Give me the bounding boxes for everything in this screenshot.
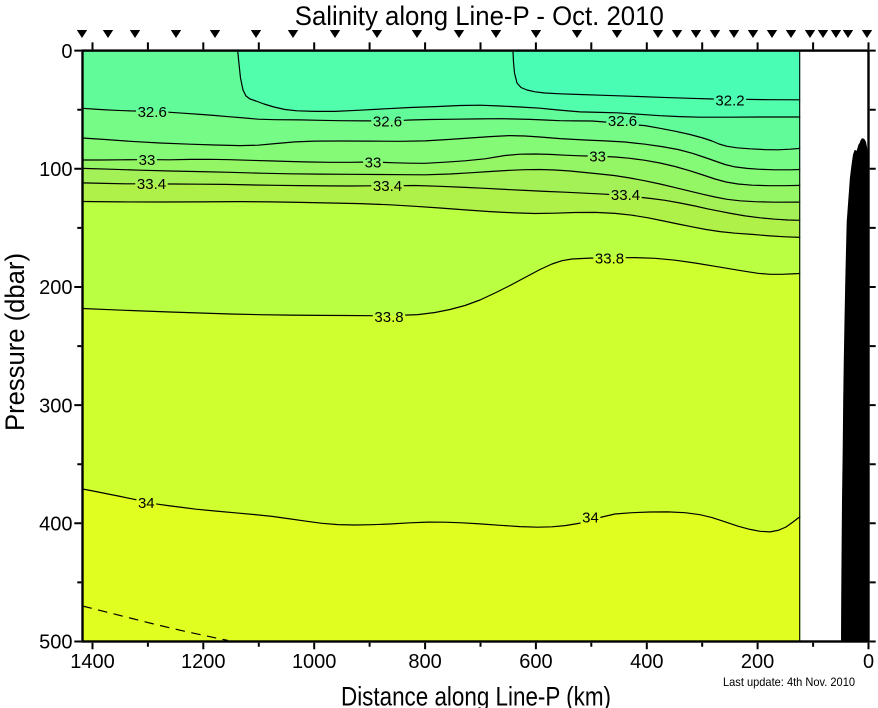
svg-text:0: 0 bbox=[863, 651, 874, 673]
svg-text:Last update: 4th Nov. 2010: Last update: 4th Nov. 2010 bbox=[723, 675, 855, 689]
svg-text:33: 33 bbox=[589, 149, 606, 166]
svg-text:33.4: 33.4 bbox=[611, 187, 640, 204]
svg-text:33: 33 bbox=[365, 154, 382, 171]
svg-text:33.4: 33.4 bbox=[373, 178, 402, 195]
svg-text:33.4: 33.4 bbox=[137, 176, 166, 193]
svg-text:400: 400 bbox=[630, 651, 663, 673]
svg-text:100: 100 bbox=[39, 159, 72, 181]
svg-text:32.6: 32.6 bbox=[608, 113, 637, 130]
svg-text:300: 300 bbox=[39, 395, 72, 417]
svg-text:33.8: 33.8 bbox=[595, 250, 624, 267]
svg-text:1400: 1400 bbox=[70, 651, 115, 673]
svg-text:500: 500 bbox=[39, 632, 72, 654]
svg-text:0: 0 bbox=[61, 41, 72, 63]
svg-text:32.6: 32.6 bbox=[373, 113, 402, 130]
svg-text:1200: 1200 bbox=[181, 651, 226, 673]
svg-text:34: 34 bbox=[582, 510, 599, 527]
svg-text:1000: 1000 bbox=[292, 651, 337, 673]
svg-text:600: 600 bbox=[519, 651, 552, 673]
svg-text:32.2: 32.2 bbox=[715, 92, 744, 109]
svg-text:Pressure (dbar): Pressure (dbar) bbox=[0, 253, 30, 431]
svg-text:400: 400 bbox=[39, 514, 72, 536]
svg-text:200: 200 bbox=[39, 277, 72, 299]
svg-text:Salinity along Line-P - Oct. 2: Salinity along Line-P - Oct. 2010 bbox=[295, 1, 664, 31]
svg-text:33.8: 33.8 bbox=[374, 309, 403, 326]
svg-text:33: 33 bbox=[139, 152, 156, 169]
svg-text:800: 800 bbox=[408, 651, 441, 673]
svg-text:32.6: 32.6 bbox=[138, 104, 167, 121]
svg-text:Distance along Line-P (km): Distance along Line-P (km) bbox=[341, 681, 611, 708]
svg-text:200: 200 bbox=[741, 651, 774, 673]
svg-text:34: 34 bbox=[138, 495, 155, 512]
